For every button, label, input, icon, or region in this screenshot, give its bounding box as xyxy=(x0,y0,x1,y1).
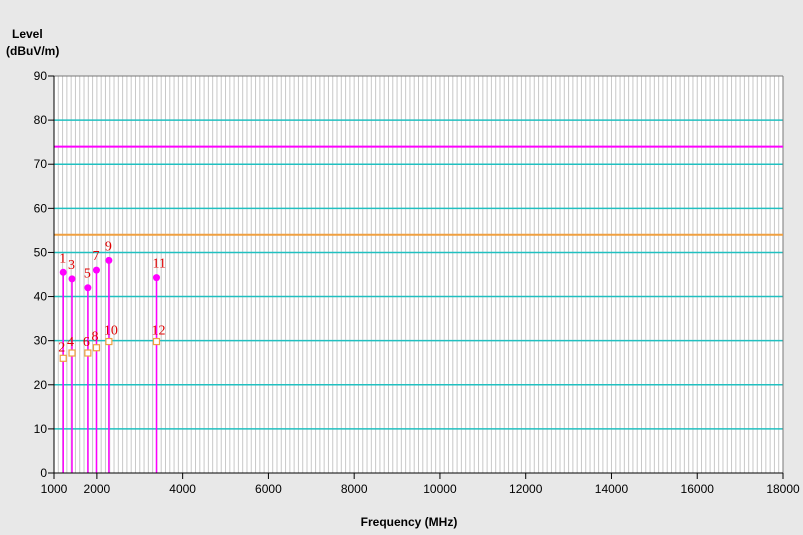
point-label: 6 xyxy=(83,335,90,350)
average-point xyxy=(59,354,67,362)
point-stems xyxy=(62,260,158,473)
x-tick-label: 10000 xyxy=(423,482,457,496)
point-label: 4 xyxy=(67,335,74,350)
point-label: 1 xyxy=(59,251,66,266)
peak-point xyxy=(59,268,67,276)
x-tick-label: 1000 xyxy=(41,482,68,496)
point-label: 10 xyxy=(104,324,118,339)
point-label: 3 xyxy=(68,258,75,273)
y-tick-label: 70 xyxy=(34,157,48,171)
point-label: 2 xyxy=(58,340,65,355)
point-label: 7 xyxy=(92,249,99,264)
point-markers xyxy=(59,256,161,362)
point-label: 12 xyxy=(151,324,165,339)
x-tick-label: 8000 xyxy=(341,482,368,496)
x-axis-label: Frequency (MHz) xyxy=(361,515,458,529)
point-label: 8 xyxy=(91,330,98,345)
peak-point xyxy=(152,274,160,282)
average-point xyxy=(152,337,161,346)
point-label: 5 xyxy=(84,267,91,282)
y-tick-label: 20 xyxy=(34,378,48,392)
y-tick-label: 40 xyxy=(34,290,48,304)
peak-point xyxy=(92,266,100,274)
point-label: 11 xyxy=(152,257,165,272)
y-tick-label: 90 xyxy=(34,69,48,83)
average-point xyxy=(105,337,113,346)
x-tick-label: 2000 xyxy=(84,482,111,496)
x-tick-label: 12000 xyxy=(509,482,543,496)
average-point xyxy=(68,349,76,357)
y-axis-label-line2: (dBuV/m) xyxy=(6,44,59,58)
y-tick-label: 50 xyxy=(34,245,48,259)
x-tick-label: 4000 xyxy=(169,482,196,496)
x-tick-label: 16000 xyxy=(681,482,715,496)
y-axis-label-line1: Level xyxy=(12,27,43,41)
x-tick-label: 18000 xyxy=(766,482,800,496)
x-ticks: 1000 2000 4000 6000 8000 10000 12000 14000 16000… xyxy=(41,473,800,496)
y-tick-label: 80 xyxy=(34,113,48,127)
peak-point xyxy=(105,256,113,264)
y-tick-label: 60 xyxy=(34,201,48,215)
peak-point xyxy=(84,284,92,292)
point-label: 9 xyxy=(105,239,112,254)
average-point xyxy=(84,349,92,357)
y-tick-label: 30 xyxy=(34,334,48,348)
y-tick-label: 0 xyxy=(40,466,47,480)
limit-lines xyxy=(54,145,783,236)
x-tick-label: 14000 xyxy=(595,482,629,496)
y-tick-label: 10 xyxy=(34,422,48,436)
average-point xyxy=(92,344,101,352)
peak-point xyxy=(68,275,76,283)
x-tick-label: 6000 xyxy=(255,482,282,496)
y-ticks: 0 10 20 30 40 50 60 70 80 90 xyxy=(34,69,54,480)
major-grid xyxy=(54,75,784,473)
